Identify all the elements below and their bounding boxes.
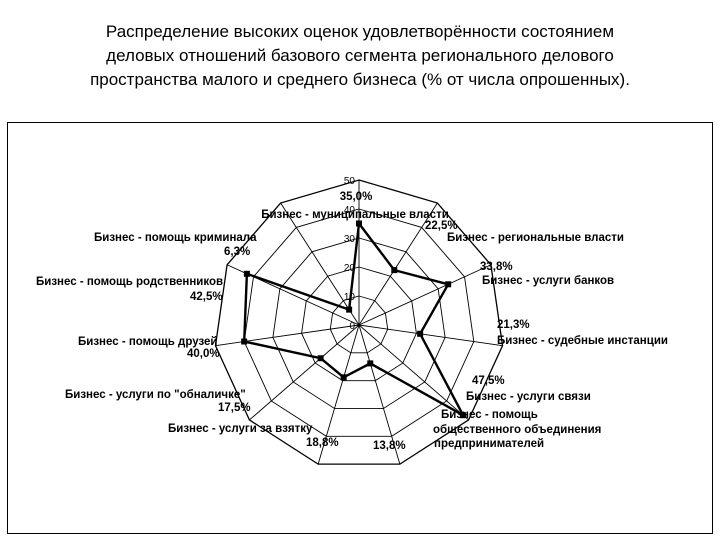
title-line-3: пространства малого и среднего бизнеса (… [90, 70, 630, 89]
category-label: Бизнес - муниципальные власти [261, 209, 449, 221]
radar-spokes [215, 180, 503, 465]
category-label: Бизнес - услуги связи [466, 391, 591, 403]
series-line [242, 220, 467, 419]
category-label: общественного объединения [433, 424, 601, 436]
data-point [317, 355, 324, 362]
data-label: 40,0% [187, 348, 220, 360]
category-label: Бизнес - региональные власти [447, 232, 624, 244]
tick-label: 30 [344, 234, 356, 245]
data-point [417, 330, 424, 337]
spoke-3 [358, 324, 503, 347]
title-line-1: Распределение высоких оценок удовлетворё… [105, 22, 615, 41]
data-label: 22,5% [425, 220, 458, 232]
category-label: Бизнес - помощь [441, 409, 538, 421]
category-label: Бизнес - услуги по "обналичке" [65, 389, 246, 401]
data-point [356, 220, 362, 227]
category-label: Бизнес - судебные инстанции [497, 335, 668, 347]
category-label: Бизнес - помощь родственников [36, 276, 223, 288]
data-label: 18,8% [306, 437, 339, 449]
radar-category-labels: Бизнес - муниципальные власти 35,0% Бизнес… [36, 191, 668, 452]
grid-ring-10 [329, 295, 389, 354]
tick-label: 0 [349, 321, 355, 332]
spoke-10 [280, 202, 360, 326]
spoke-4 [358, 324, 469, 421]
data-label: 13,8% [373, 440, 406, 452]
data-label: 17,5% [218, 402, 251, 414]
spoke-2 [358, 264, 492, 326]
category-label: Бизнес - помощь криминала [94, 232, 257, 244]
spoke-8 [215, 324, 360, 347]
data-label: 21,3% [497, 319, 530, 331]
title-line-2: деловых отношений базового сегмента реги… [106, 46, 614, 65]
spoke-7 [249, 324, 360, 421]
category-label: предпринимателей [434, 438, 544, 450]
tick-label: 20 [344, 263, 356, 274]
data-label: 42,5% [190, 291, 223, 303]
tick-label: 50 [344, 176, 356, 187]
radar-series [241, 220, 467, 419]
data-label: 6,3% [224, 246, 250, 258]
data-point [391, 267, 398, 274]
chart-title: Распределение высоких оценок удовлетворё… [10, 20, 710, 92]
data-point [340, 374, 347, 381]
chart-frame [7, 122, 713, 534]
category-label: Бизнес - услуги за взятку [168, 423, 313, 435]
data-point [460, 412, 467, 419]
data-point [367, 360, 374, 367]
data-label: 47,5% [472, 375, 505, 387]
data-point [346, 306, 353, 313]
grid-ring-30 [272, 237, 446, 409]
spoke-6 [317, 324, 360, 465]
category-label: Бизнес - помощь друзей [78, 336, 217, 348]
grid-ring-40 [243, 208, 475, 437]
data-label: 33,8% [480, 261, 513, 273]
data-point [241, 338, 248, 345]
category-label: Бизнес - услуги банков [482, 275, 614, 287]
grid-ring-50 [214, 179, 504, 465]
spoke-1 [358, 202, 438, 326]
data-point [243, 270, 250, 277]
radar-grid [214, 179, 504, 465]
data-point [445, 281, 452, 288]
tick-label: 40 [344, 205, 356, 216]
data-label: 35,0% [340, 191, 373, 203]
spoke-5 [358, 324, 401, 465]
